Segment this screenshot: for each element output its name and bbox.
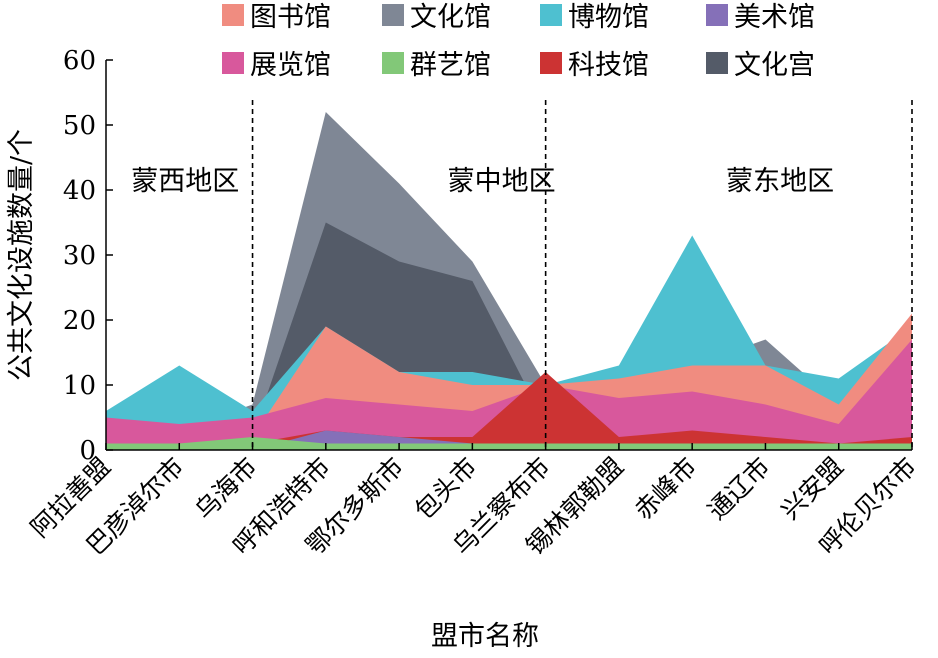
- y-axis-title: 公共文化设施数量/个: [6, 129, 37, 381]
- legend-swatch-7: [706, 52, 728, 74]
- region-dividers: [251, 100, 913, 450]
- region-label-0: 蒙西地区: [131, 166, 239, 197]
- region-label-2: 蒙东地区: [726, 166, 834, 197]
- y-tick-label-5: 50: [63, 111, 96, 141]
- region-labels: 蒙西地区 蒙中地区 蒙东地区: [131, 166, 834, 197]
- legend-label-3: 美术馆: [734, 2, 815, 33]
- legend-swatch-2: [540, 4, 562, 26]
- y-tick-label-0: 0: [79, 436, 96, 466]
- legend-label-6: 科技馆: [568, 50, 649, 81]
- legend-swatch-3: [706, 4, 728, 26]
- x-axis-title: 盟市名称: [431, 621, 539, 652]
- y-tick-label-6: 60: [63, 46, 96, 76]
- region-label-1: 蒙中地区: [448, 166, 556, 197]
- x-tick-label-8: 赤峰市: [629, 452, 703, 526]
- legend-label-5: 群艺馆: [410, 50, 491, 81]
- series-areas: [106, 112, 912, 450]
- area-series-4: [106, 339, 912, 450]
- y-tick-label-3: 30: [63, 241, 96, 271]
- y-tick-label-4: 40: [63, 176, 96, 206]
- legend-swatch-5: [382, 52, 404, 74]
- legend-label-4: 展览馆: [250, 50, 331, 81]
- y-tick-label-1: 10: [63, 371, 96, 401]
- legend-swatch-0: [222, 4, 244, 26]
- y-tick-label-2: 20: [63, 306, 96, 336]
- area-series-6: [106, 372, 912, 450]
- legend-swatch-1: [382, 4, 404, 26]
- legend-label-2: 博物馆: [568, 2, 649, 33]
- legend-swatch-6: [540, 52, 562, 74]
- legend-label-7: 文化宫: [734, 50, 815, 81]
- y-axis-ticks: 0 10 20 30 40 50 60: [63, 46, 113, 466]
- x-tick-label-9: 通辽市: [702, 452, 776, 526]
- legend-label-1: 文化馆: [410, 2, 491, 33]
- legend-label-0: 图书馆: [250, 2, 331, 33]
- legend-swatch-4: [222, 52, 244, 74]
- area-series-5: [106, 437, 912, 450]
